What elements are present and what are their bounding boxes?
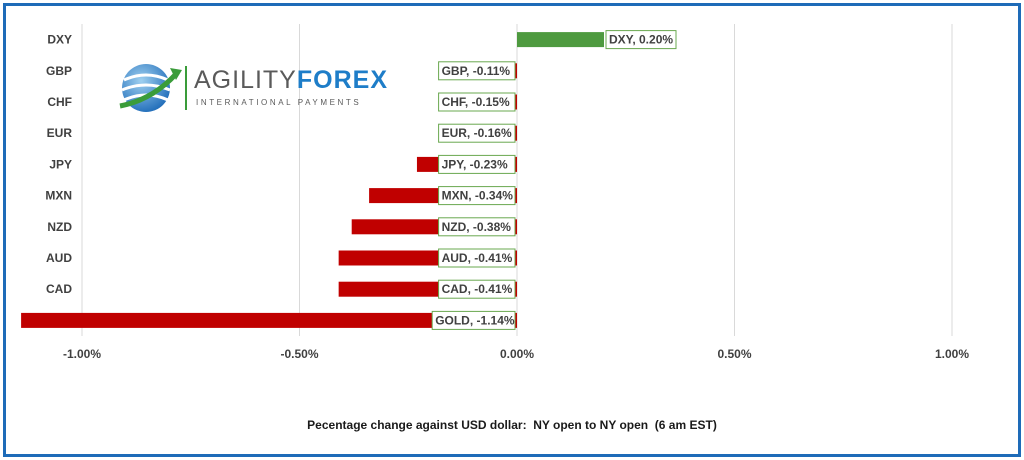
data-label-box — [438, 92, 516, 112]
data-label: GBP, -0.11% — [442, 64, 511, 78]
category-label: AUD — [46, 251, 72, 265]
category-label: DXY — [47, 33, 72, 47]
data-label: AUD, -0.41% — [442, 251, 513, 265]
data-label: JPY, -0.23% — [442, 157, 508, 171]
data-label-box — [438, 186, 516, 206]
data-label-box — [438, 217, 516, 237]
data-label: CHF, -0.15% — [442, 95, 510, 109]
category-label: JPY — [49, 157, 72, 171]
data-label: DXY, 0.20% — [609, 33, 673, 47]
data-label: EUR, -0.16% — [442, 126, 512, 140]
data-label: NZD, -0.38% — [442, 220, 512, 234]
agilityforex-logo: AGILITYFOREX INTERNATIONAL PAYMENTS — [118, 60, 387, 118]
category-label: EUR — [47, 126, 73, 140]
globe-icon — [119, 64, 182, 112]
x-tick-label: 1.00% — [935, 347, 969, 361]
x-tick-label: -1.00% — [63, 347, 101, 361]
logo-wordmark: AGILITYFOREX — [194, 66, 388, 94]
logo-divider — [185, 66, 187, 110]
data-label: CAD, -0.41% — [442, 282, 513, 296]
data-label: MXN, -0.34% — [442, 189, 514, 203]
data-label-box — [605, 30, 677, 50]
data-label-box — [431, 310, 516, 330]
data-label-box — [438, 154, 516, 174]
axis-title: Pecentage change against USD dollar: NY … — [307, 418, 717, 432]
category-label: MXN — [45, 189, 72, 203]
logo-tagline: INTERNATIONAL PAYMENTS — [196, 98, 362, 107]
data-label-box — [438, 248, 516, 268]
x-tick-label: -0.50% — [280, 347, 318, 361]
data-label: GOLD, -1.14% — [435, 313, 515, 327]
data-label-box — [438, 123, 516, 143]
category-label: CAD — [46, 282, 72, 296]
category-label: CHF — [47, 95, 72, 109]
x-tick-label: 0.50% — [717, 347, 751, 361]
data-label-box — [438, 61, 516, 81]
bar — [21, 312, 517, 328]
category-label: GBP — [46, 64, 72, 78]
category-label: NZD — [47, 220, 72, 234]
bar — [517, 32, 604, 48]
x-tick-label: 0.00% — [500, 347, 534, 361]
data-label-box — [438, 279, 516, 299]
